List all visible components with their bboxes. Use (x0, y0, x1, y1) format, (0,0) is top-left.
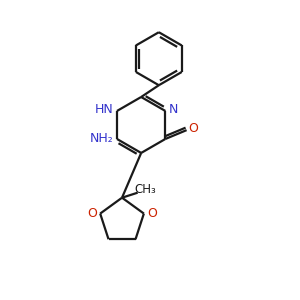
Text: NH₂: NH₂ (90, 133, 113, 146)
Text: O: O (87, 207, 97, 220)
Text: N: N (169, 103, 178, 116)
Text: CH₃: CH₃ (135, 183, 157, 196)
Text: HN: HN (95, 103, 114, 116)
Text: O: O (188, 122, 198, 135)
Text: O: O (147, 207, 157, 220)
